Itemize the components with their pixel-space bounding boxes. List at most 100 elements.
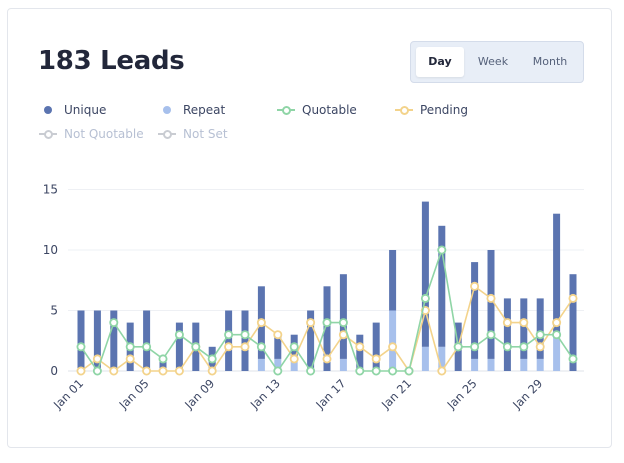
bar-unique-3 (110, 310, 118, 371)
point-pending-20 (388, 342, 398, 352)
bar-repeat-22 (421, 346, 429, 371)
point-quotable-29 (535, 330, 545, 340)
bar-unique-5 (143, 310, 151, 371)
bar-unique-23 (438, 225, 446, 347)
point-quotable-25 (470, 342, 480, 352)
bar-repeat-25 (471, 358, 479, 371)
x-tick-label-jan-05: Jan 05 (116, 376, 152, 412)
point-quotable-8 (191, 342, 201, 352)
bar-repeat-26 (487, 358, 495, 371)
point-pending-18 (355, 342, 365, 352)
point-quotable-15 (306, 366, 316, 376)
point-pending-7 (174, 366, 184, 376)
point-pending-13 (273, 330, 283, 340)
legend-not-quotable-marker (43, 129, 53, 139)
point-quotable-22 (420, 293, 430, 303)
y-tick-label-15: 15 (43, 183, 58, 197)
legend-pending-label: Pending (420, 103, 468, 117)
bar-unique-25 (471, 262, 479, 359)
bar-unique-20 (389, 250, 397, 311)
x-tick-label-jan-01: Jan 01 (50, 376, 86, 412)
point-pending-4 (125, 354, 135, 364)
point-quotable-30 (552, 330, 562, 340)
point-quotable-28 (519, 342, 529, 352)
point-quotable-17 (338, 318, 348, 328)
point-quotable-21 (404, 366, 414, 376)
point-quotable-31 (568, 354, 578, 364)
bar-repeat-12 (257, 358, 265, 371)
point-pending-3 (109, 366, 119, 376)
bar-unique-27 (503, 298, 511, 371)
bar-unique-1 (77, 310, 85, 371)
point-pending-14 (289, 354, 299, 364)
point-pending-19 (371, 354, 381, 364)
x-tick-label-jan-17: Jan 17 (312, 376, 348, 412)
point-quotable-27 (502, 342, 512, 352)
point-quotable-4 (125, 342, 135, 352)
bar-unique-10 (225, 310, 233, 371)
bar-repeat-28 (520, 358, 528, 371)
point-pending-26 (486, 293, 496, 303)
legend-not-set-label: Not Set (183, 127, 228, 141)
bar-unique-22 (421, 201, 429, 347)
page-title: 183 Leads (38, 46, 185, 76)
bar-repeat-29 (536, 358, 544, 371)
bar-unique-30 (553, 213, 561, 335)
point-pending-30 (552, 318, 562, 328)
bar-unique-7 (175, 322, 183, 371)
x-tick-label-jan-13: Jan 13 (247, 376, 283, 412)
tab-day[interactable]: Day (416, 47, 464, 77)
bar-unique-11 (241, 310, 249, 371)
point-pending-1 (76, 366, 86, 376)
bar-repeat-23 (438, 346, 446, 371)
bar-unique-17 (339, 274, 347, 359)
y-tick-label-10: 10 (43, 243, 58, 257)
point-pending-15 (306, 318, 316, 328)
bar-repeat-30 (553, 334, 561, 371)
point-pending-31 (568, 293, 578, 303)
point-quotable-1 (76, 342, 86, 352)
bar-unique-28 (520, 298, 528, 359)
point-quotable-9 (207, 354, 217, 364)
bar-unique-31 (569, 274, 577, 371)
y-tick-label-0: 0 (50, 364, 58, 378)
point-quotable-14 (289, 342, 299, 352)
point-pending-16 (322, 354, 332, 364)
tab-week[interactable]: Week (477, 55, 509, 68)
point-pending-9 (207, 366, 217, 376)
bar-unique-26 (487, 250, 495, 359)
point-pending-28 (519, 318, 529, 328)
point-quotable-24 (453, 342, 463, 352)
point-quotable-18 (355, 366, 365, 376)
point-quotable-10 (224, 330, 234, 340)
bar-unique-18 (356, 334, 364, 371)
point-quotable-12 (256, 342, 266, 352)
legend-quotable-label: Quotable (302, 103, 357, 117)
point-quotable-19 (371, 366, 381, 376)
point-pending-25 (470, 281, 480, 291)
point-pending-10 (224, 342, 234, 352)
point-quotable-16 (322, 318, 332, 328)
point-quotable-3 (109, 318, 119, 328)
x-tick-label-jan-29: Jan 29 (509, 376, 545, 412)
x-tick-label-jan-25: Jan 25 (444, 376, 480, 412)
bar-unique-29 (536, 298, 544, 359)
tab-month[interactable]: Month (532, 55, 568, 68)
point-pending-23 (437, 366, 447, 376)
bar-unique-2 (93, 310, 101, 371)
point-quotable-23 (437, 245, 447, 255)
bar-repeat-20 (389, 310, 397, 371)
bar-unique-19 (372, 322, 380, 371)
y-tick-label-5: 5 (50, 304, 58, 318)
point-quotable-20 (388, 366, 398, 376)
point-quotable-7 (174, 330, 184, 340)
legend-repeat-label: Repeat (183, 103, 226, 117)
bar-unique-15 (307, 310, 315, 371)
legend-unique-label: Unique (64, 103, 107, 117)
bar-unique-16 (323, 286, 331, 371)
point-pending-6 (158, 366, 168, 376)
point-quotable-26 (486, 330, 496, 340)
point-quotable-5 (142, 342, 152, 352)
point-quotable-6 (158, 354, 168, 364)
